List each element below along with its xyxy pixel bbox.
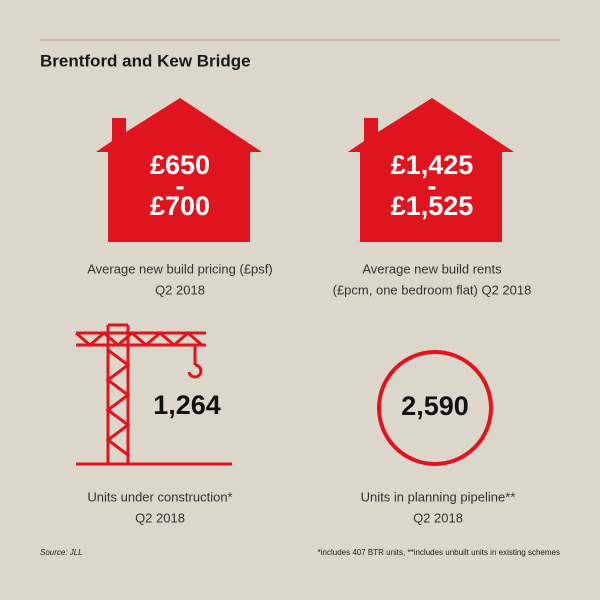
house-icon <box>96 98 262 242</box>
value: £1,425 <box>391 150 474 180</box>
value: - <box>176 171 185 201</box>
title: Brentford and Kew Bridge <box>40 51 251 70</box>
caption: (£pcm, one bedroom flat) Q2 2018 <box>333 282 532 297</box>
caption: Q2 2018 <box>155 282 205 297</box>
crane-icon <box>75 323 232 466</box>
caption: Units under construction* <box>87 489 232 504</box>
footnote: *includes 407 BTR units, **includes unbu… <box>318 548 560 557</box>
value: 2,590 <box>401 391 469 421</box>
value: £650 <box>150 150 210 180</box>
value: £1,525 <box>391 191 474 221</box>
caption: Units in planning pipeline** <box>361 489 516 504</box>
source: Source: JLL <box>40 548 83 557</box>
caption: Q2 2018 <box>413 510 463 525</box>
value: 1,264 <box>153 390 221 420</box>
value: £700 <box>150 191 210 221</box>
caption: Average new build pricing (£psf) <box>87 261 272 276</box>
caption: Q2 2018 <box>135 510 185 525</box>
value: - <box>428 171 437 201</box>
house-icon <box>348 98 514 242</box>
circle-icon <box>377 350 493 466</box>
caption: Average new build rents <box>362 261 502 276</box>
